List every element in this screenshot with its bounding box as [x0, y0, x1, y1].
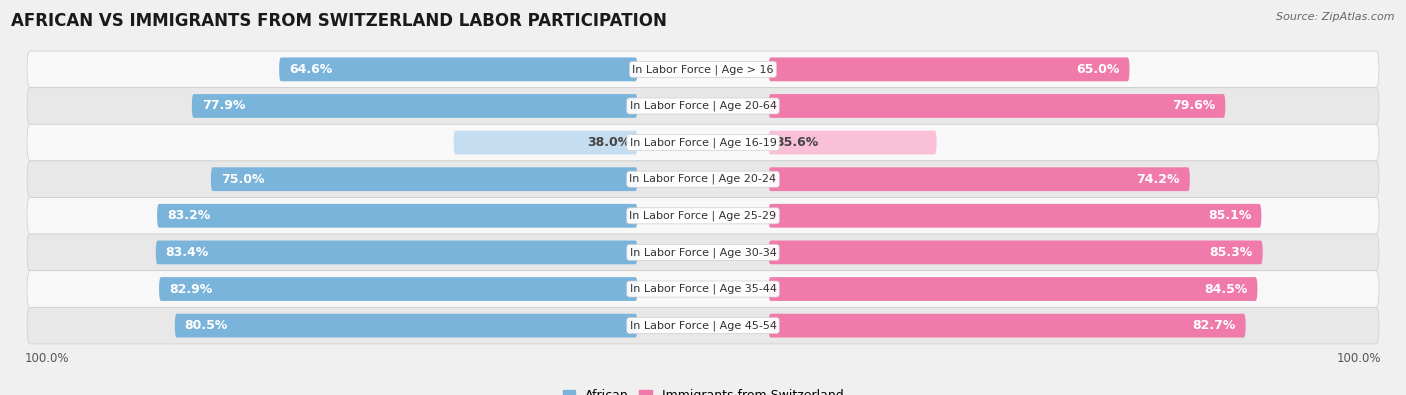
Text: Source: ZipAtlas.com: Source: ZipAtlas.com	[1277, 12, 1395, 22]
FancyBboxPatch shape	[191, 94, 637, 118]
Text: 83.4%: 83.4%	[166, 246, 209, 259]
FancyBboxPatch shape	[157, 204, 637, 228]
Text: In Labor Force | Age 20-24: In Labor Force | Age 20-24	[630, 174, 776, 184]
Text: 85.1%: 85.1%	[1208, 209, 1251, 222]
FancyBboxPatch shape	[280, 57, 637, 81]
Text: 80.5%: 80.5%	[184, 319, 228, 332]
Legend: African, Immigrants from Switzerland: African, Immigrants from Switzerland	[558, 384, 848, 395]
FancyBboxPatch shape	[769, 241, 1263, 264]
FancyBboxPatch shape	[27, 51, 1379, 88]
Text: 82.9%: 82.9%	[169, 282, 212, 295]
FancyBboxPatch shape	[27, 124, 1379, 161]
Text: 83.2%: 83.2%	[167, 209, 209, 222]
FancyBboxPatch shape	[769, 314, 1246, 338]
FancyBboxPatch shape	[769, 57, 1129, 81]
Text: 38.0%: 38.0%	[588, 136, 631, 149]
FancyBboxPatch shape	[159, 277, 637, 301]
Text: In Labor Force | Age 16-19: In Labor Force | Age 16-19	[630, 137, 776, 148]
FancyBboxPatch shape	[769, 94, 1225, 118]
Text: AFRICAN VS IMMIGRANTS FROM SWITZERLAND LABOR PARTICIPATION: AFRICAN VS IMMIGRANTS FROM SWITZERLAND L…	[11, 12, 666, 30]
Text: In Labor Force | Age 30-34: In Labor Force | Age 30-34	[630, 247, 776, 258]
Text: In Labor Force | Age 25-29: In Labor Force | Age 25-29	[630, 211, 776, 221]
FancyBboxPatch shape	[769, 131, 936, 154]
FancyBboxPatch shape	[211, 167, 637, 191]
FancyBboxPatch shape	[174, 314, 637, 338]
FancyBboxPatch shape	[27, 307, 1379, 344]
Text: 77.9%: 77.9%	[201, 100, 245, 113]
FancyBboxPatch shape	[156, 241, 637, 264]
Text: 65.0%: 65.0%	[1076, 63, 1119, 76]
FancyBboxPatch shape	[769, 167, 1189, 191]
Text: 64.6%: 64.6%	[290, 63, 332, 76]
Text: In Labor Force | Age 45-54: In Labor Force | Age 45-54	[630, 320, 776, 331]
Text: 75.0%: 75.0%	[221, 173, 264, 186]
Text: In Labor Force | Age > 16: In Labor Force | Age > 16	[633, 64, 773, 75]
Text: 84.5%: 84.5%	[1204, 282, 1247, 295]
Text: In Labor Force | Age 20-64: In Labor Force | Age 20-64	[630, 101, 776, 111]
Text: 74.2%: 74.2%	[1136, 173, 1180, 186]
Text: 35.6%: 35.6%	[775, 136, 818, 149]
FancyBboxPatch shape	[454, 131, 637, 154]
FancyBboxPatch shape	[769, 277, 1257, 301]
Text: 82.7%: 82.7%	[1192, 319, 1236, 332]
FancyBboxPatch shape	[27, 88, 1379, 124]
FancyBboxPatch shape	[27, 161, 1379, 198]
FancyBboxPatch shape	[27, 198, 1379, 234]
FancyBboxPatch shape	[769, 204, 1261, 228]
Text: In Labor Force | Age 35-44: In Labor Force | Age 35-44	[630, 284, 776, 294]
Text: 85.3%: 85.3%	[1209, 246, 1253, 259]
FancyBboxPatch shape	[27, 271, 1379, 307]
Text: 79.6%: 79.6%	[1173, 100, 1215, 113]
FancyBboxPatch shape	[27, 234, 1379, 271]
